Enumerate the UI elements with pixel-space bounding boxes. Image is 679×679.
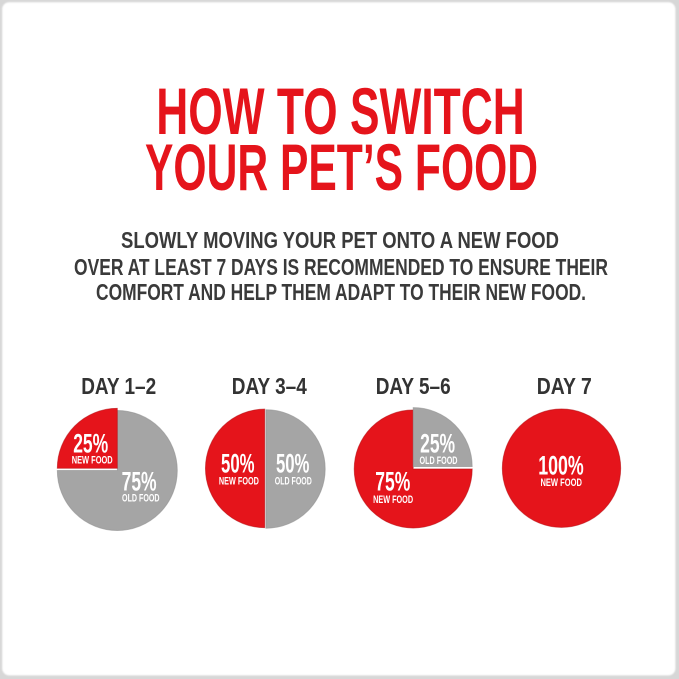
svg-text:50%: 50% [221,449,255,479]
svg-text:NEW FOOD: NEW FOOD [72,455,113,467]
svg-text:25%: 25% [73,429,108,459]
svg-text:DAY 7: DAY 7 [537,373,592,399]
svg-text:DAY 1–2: DAY 1–2 [81,373,156,399]
svg-text:25%: 25% [420,428,455,458]
svg-text:OLD FOOD: OLD FOOD [420,455,458,467]
svg-text:SLOWLY MOVING YOUR PET ONTO A: SLOWLY MOVING YOUR PET ONTO A NEW FOOD [121,227,559,253]
svg-text:DAY 5–6: DAY 5–6 [376,373,451,399]
svg-text:DAY 3–4: DAY 3–4 [232,373,307,399]
svg-text:NEW FOOD: NEW FOOD [373,494,413,506]
svg-text:COMFORT AND HELP THEM ADAPT TO: COMFORT AND HELP THEM ADAPT TO THEIR NEW… [96,279,586,305]
svg-text:OLD FOOD: OLD FOOD [122,492,160,504]
svg-text:NEW FOOD: NEW FOOD [219,475,259,487]
svg-text:HOW TO SWITCH: HOW TO SWITCH [156,74,525,148]
svg-text:75%: 75% [375,467,410,497]
svg-text:75%: 75% [122,467,157,497]
svg-text:YOUR PET’S FOOD: YOUR PET’S FOOD [145,130,538,204]
svg-text:100%: 100% [538,450,584,480]
svg-text:50%: 50% [276,449,310,479]
svg-text:NEW FOOD: NEW FOOD [540,477,582,489]
svg-text:OVER AT LEAST 7 DAYS IS RECOMM: OVER AT LEAST 7 DAYS IS RECOMMENDED TO E… [74,254,608,280]
svg-text:OLD FOOD: OLD FOOD [275,475,312,487]
